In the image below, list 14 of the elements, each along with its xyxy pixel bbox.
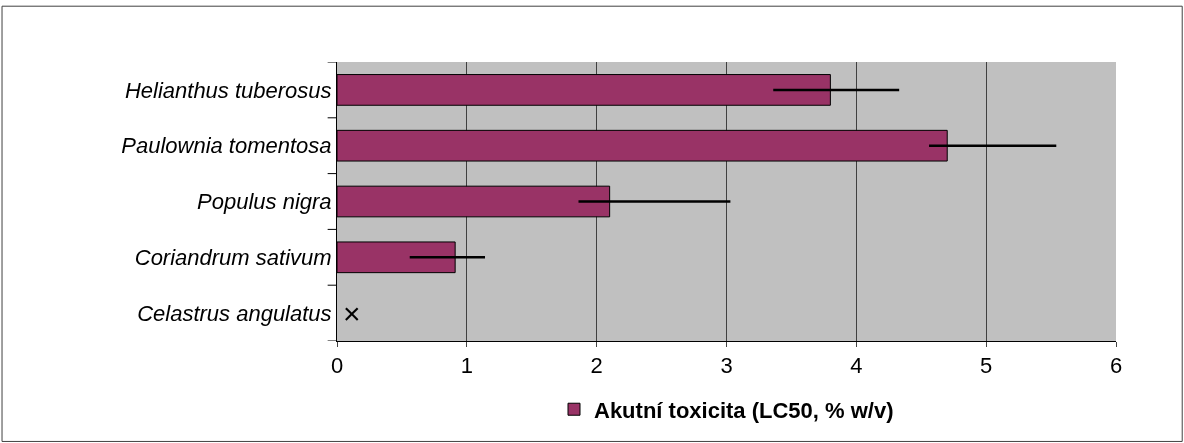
annotation: ×: [343, 297, 361, 330]
y-tick-label: Celastrus angulatus: [137, 300, 332, 326]
legend-label: Akutní toxicita (LC50, % w/v): [594, 397, 894, 423]
y-tick-label: Paulownia tomentosa: [121, 133, 332, 159]
x-tick-label: 0: [330, 353, 344, 379]
x-tick-label: 2: [590, 353, 603, 379]
x-tick-label: 5: [980, 353, 993, 379]
x-tick-label: 4: [850, 353, 863, 379]
x-tick-label: 1: [460, 353, 473, 379]
y-tick-label: Helianthus tuberosus: [124, 77, 332, 103]
y-tick-label: Populus nigra: [197, 189, 332, 215]
x-tick-label: 3: [720, 353, 733, 379]
x-tick-label: 6: [1109, 353, 1123, 379]
y-tick-label: Coriandrum sativum: [134, 245, 332, 270]
